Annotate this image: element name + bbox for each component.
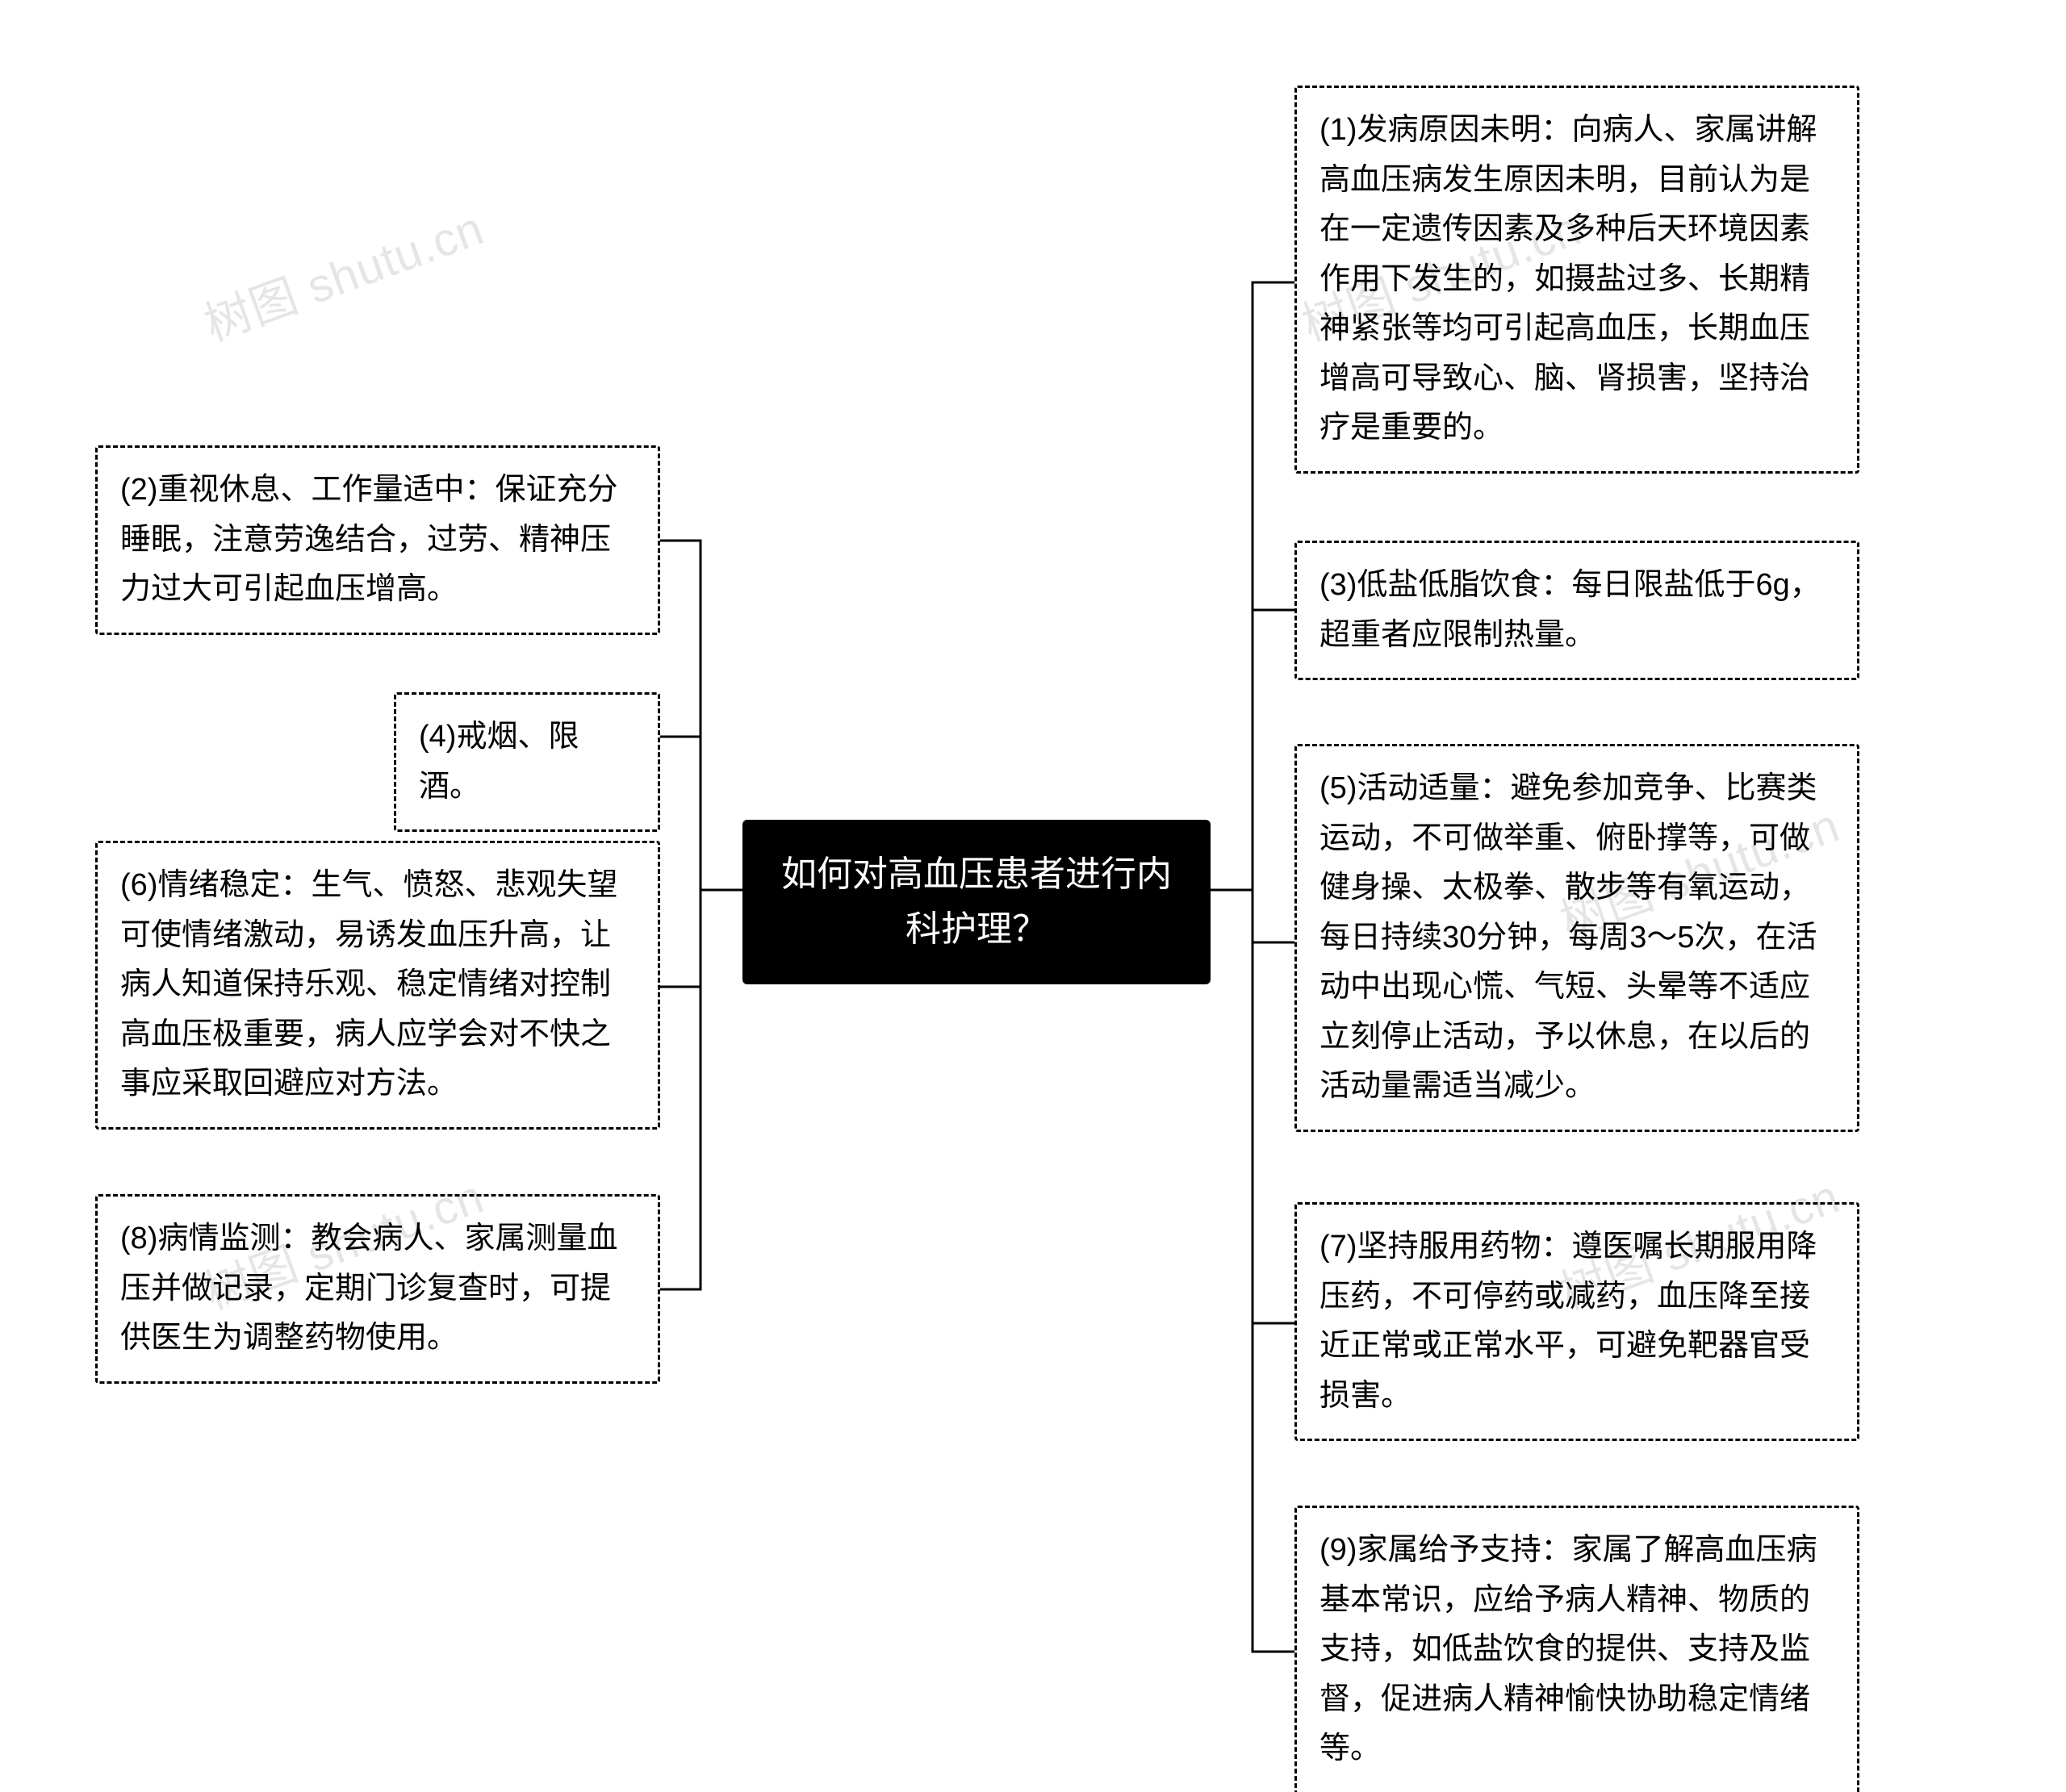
leaf-node-1: (1)发病原因未明：向病人、家属讲解高血压病发生原因未明，目前认为是在一定遗传因… [1294,86,1859,474]
leaf-node-8: (8)病情监测：教会病人、家属测量血压并做记录，定期门诊复查时，可提供医生为调整… [95,1194,660,1384]
branch-left-4 [660,737,701,890]
center-node: 如何对高血压患者进行内科护理？ [742,820,1211,984]
branch-right-1 [1253,282,1294,890]
leaf-node-4: (4)戒烟、限酒。 [394,692,660,832]
leaf-node-5: (5)活动适量：避免参加竞争、比赛类运动，不可做举重、俯卧撑等，可做健身操、太极… [1294,744,1859,1132]
leaf-text: (6)情绪稳定：生气、愤怒、悲观失望可使情绪激动，易诱发血压升高，让病人知道保持… [120,868,617,1101]
leaf-text: (2)重视休息、工作量适中：保证充分睡眠，注意劳逸结合，过劳、精神压力过大可引起… [120,473,617,606]
branch-right-5 [1253,890,1294,942]
branch-left-2 [660,541,701,890]
leaf-text: (4)戒烟、限酒。 [419,720,579,804]
leaf-text: (9)家属给予支持：家属了解高血压病基本常识，应给予病人精神、物质的支持，如低盐… [1319,1533,1817,1765]
center-node-text: 如何对高血压患者进行内科护理？ [781,854,1172,949]
branch-right-9 [1253,890,1294,1652]
leaf-text: (5)活动适量：避免参加竞争、比赛类运动，不可做举重、俯卧撑等，可做健身操、太极… [1319,771,1817,1103]
leaf-node-2: (2)重视休息、工作量适中：保证充分睡眠，注意劳逸结合，过劳、精神压力过大可引起… [95,445,660,635]
mindmap-canvas: 如何对高血压患者进行内科护理？ (2)重视休息、工作量适中：保证充分睡眠，注意劳… [0,0,2066,1792]
branch-left-8 [660,890,701,1289]
branch-right-7 [1253,890,1294,1323]
leaf-node-7: (7)坚持服用药物：遵医嘱长期服用降压药，不可停药或减药，血压降至接近正常或正常… [1294,1202,1859,1441]
leaf-node-3: (3)低盐低脂饮食：每日限盐低于6g，超重者应限制热量。 [1294,541,1859,680]
branch-left-6 [660,890,701,987]
leaf-node-9: (9)家属给予支持：家属了解高血压病基本常识，应给予病人精神、物质的支持，如低盐… [1294,1506,1859,1792]
branch-right-3 [1253,610,1294,890]
leaf-text: (8)病情监测：教会病人、家属测量血压并做记录，定期门诊复查时，可提供医生为调整… [120,1222,617,1355]
leaf-text: (1)发病原因未明：向病人、家属讲解高血压病发生原因未明，目前认为是在一定遗传因… [1319,113,1817,445]
leaf-text: (3)低盐低脂饮食：每日限盐低于6g，超重者应限制热量。 [1319,568,1821,652]
leaf-text: (7)坚持服用药物：遵医嘱长期服用降压药，不可停药或减药，血压降至接近正常或正常… [1319,1230,1817,1413]
leaf-node-6: (6)情绪稳定：生气、愤怒、悲观失望可使情绪激动，易诱发血压升高，让病人知道保持… [95,841,660,1130]
